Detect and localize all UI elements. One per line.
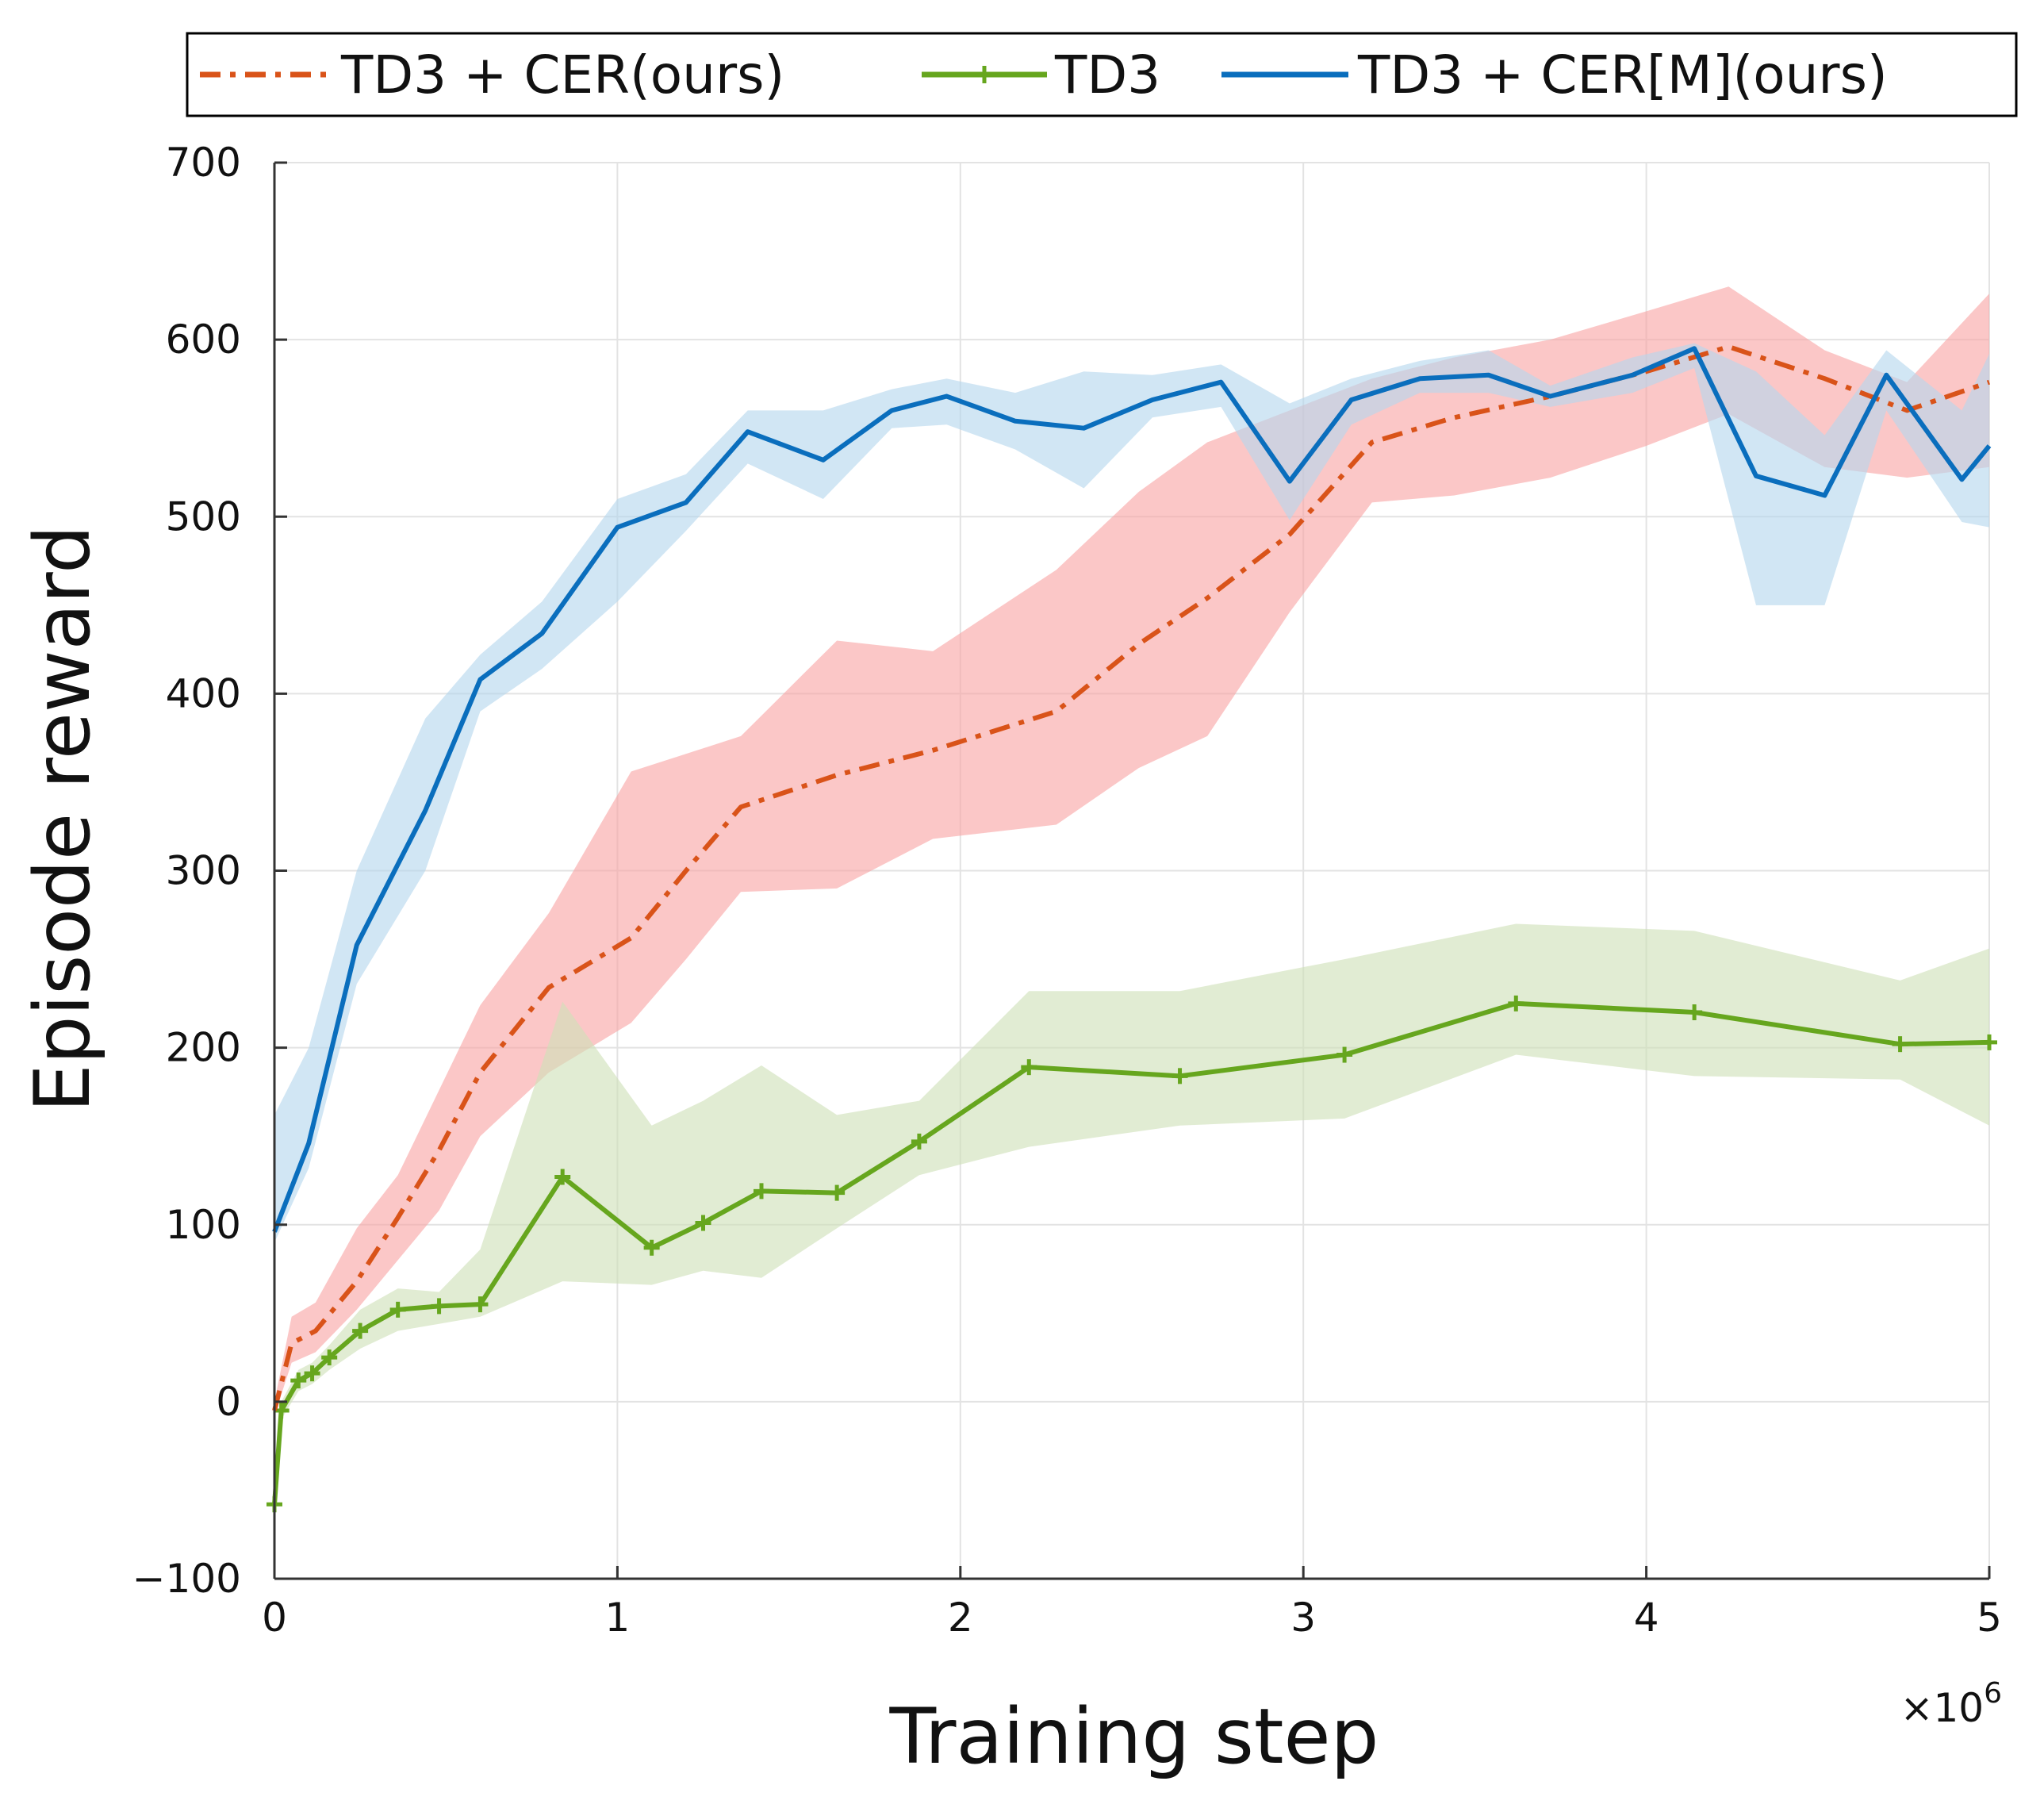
y-tick-label-0: −100 [132, 1556, 241, 1602]
y-axis-label: Episode reward [18, 525, 107, 1112]
y-tick-label-6: 500 [166, 493, 241, 539]
y-tick-label-3: 200 [166, 1025, 241, 1071]
x-tick-label-0: 0 [262, 1595, 287, 1641]
axes [273, 161, 1991, 1580]
legend-label-1: TD3 [1054, 44, 1160, 106]
y-tick-label-5: 400 [166, 670, 241, 716]
x-tick-label-4: 4 [1634, 1595, 1659, 1641]
legend-label-0: TD3 + CER(ours) [340, 44, 784, 106]
legend-box [186, 32, 2018, 117]
x-tick-label-5: 5 [1977, 1595, 2002, 1641]
series-line-2 [272, 346, 1992, 1233]
x-tick-label-1: 1 [604, 1595, 630, 1641]
y-tick-label-8: 700 [166, 140, 241, 186]
series-band-0 [274, 286, 1989, 1416]
x-axis-label: Training step [889, 1692, 1379, 1781]
series-lines [267, 344, 1997, 1513]
y-tick-label-4: 300 [166, 848, 241, 894]
y-tick-label-2: 100 [166, 1202, 241, 1248]
y-tick-label-1: 0 [216, 1379, 241, 1425]
legend-label-2: TD3 + CER[M](ours) [1357, 44, 1888, 106]
legend: TD3 + CER(ours) TD3 TD3 + CER[M](ours) [186, 32, 2018, 117]
series-line-1 [272, 1000, 1990, 1505]
svg-text:×106: ×106 [1900, 1677, 2002, 1731]
tick-labels: 0 1 2 3 4 5 −100 0 100 200 300 400 500 600 700 [132, 140, 2002, 1641]
x-tick-label-3: 3 [1290, 1595, 1316, 1641]
x-multiplier-exponent: 6 [1984, 1677, 2002, 1710]
x-axis-multiplier: ×106 [1900, 1677, 2002, 1731]
series-band-2 [274, 343, 1989, 1243]
x-multiplier-base: ×10 [1900, 1685, 1985, 1731]
y-tick-label-7: 600 [166, 317, 241, 363]
x-tick-label-2: 2 [948, 1595, 973, 1641]
